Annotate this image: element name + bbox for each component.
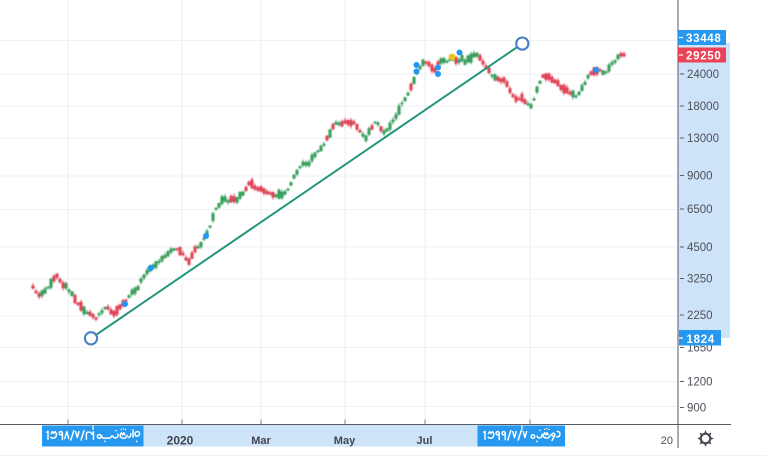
svg-text:20: 20 (661, 435, 673, 447)
svg-text:900: 900 (687, 403, 706, 415)
svg-text:1824: 1824 (687, 334, 715, 346)
svg-text:Jul: Jul (417, 435, 433, 447)
svg-text:Mar: Mar (251, 435, 271, 447)
svg-text:2020: 2020 (167, 434, 194, 448)
svg-text:3250: 3250 (687, 274, 713, 286)
svg-text:6500: 6500 (687, 204, 713, 216)
svg-text:33448: 33448 (686, 33, 721, 45)
svg-text:1200: 1200 (687, 377, 713, 389)
svg-text:29250: 29250 (686, 51, 721, 63)
svg-text:18000: 18000 (687, 101, 719, 113)
svg-text:May: May (334, 435, 356, 447)
svg-text:9000: 9000 (687, 171, 713, 183)
svg-text:24000: 24000 (687, 69, 719, 81)
svg-text:2250: 2250 (687, 310, 713, 322)
svg-text:4500: 4500 (687, 242, 713, 254)
svg-text:13000: 13000 (687, 133, 719, 145)
